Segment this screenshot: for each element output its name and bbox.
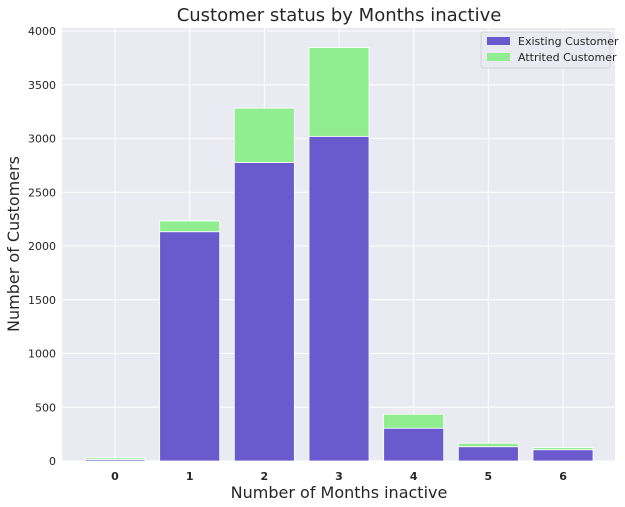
- x-tick-label: 4: [410, 470, 418, 483]
- y-tick-label: 3500: [28, 79, 56, 92]
- y-axis-label: Number of Customers: [4, 156, 23, 332]
- legend-swatch-existing: [487, 37, 510, 45]
- bar-existing-customer: [308, 135, 370, 462]
- x-tick-label: 0: [111, 470, 119, 483]
- x-tick-label: 1: [186, 470, 194, 483]
- x-tick-label: 6: [559, 470, 567, 483]
- legend: Existing Customer Attrited Customer: [480, 31, 619, 69]
- y-tick-label: 2500: [28, 186, 56, 199]
- x-axis-label: Number of Months inactive: [231, 483, 448, 502]
- bar-attrited-customer: [159, 220, 221, 233]
- y-tick-label: 500: [35, 401, 56, 414]
- bar-attrited-customer: [457, 442, 519, 448]
- bar-attrited-customer: [84, 457, 146, 460]
- y-tick-label: 3000: [28, 133, 56, 146]
- y-tick-label: 1500: [28, 294, 56, 307]
- bars: [84, 47, 594, 462]
- legend-swatch-attrited: [487, 53, 510, 61]
- bar-attrited-customer: [383, 413, 445, 429]
- bar-attrited-customer: [308, 47, 370, 137]
- x-tick-label: 3: [335, 470, 343, 483]
- y-tick-label: 0: [49, 455, 56, 468]
- bar-existing-customer: [532, 449, 594, 462]
- legend-box: [480, 31, 611, 69]
- legend-label-existing: Existing Customer: [518, 35, 619, 48]
- bar-existing-customer: [383, 427, 445, 462]
- legend-label-attrited: Attrited Customer: [518, 51, 617, 64]
- bar-existing-customer: [233, 162, 295, 462]
- bar-attrited-customer: [532, 447, 594, 451]
- y-tick-label: 1000: [28, 348, 56, 361]
- x-axis-ticks: 0 1 2 3 4 5 6: [111, 470, 567, 483]
- chart-title: Customer status by Months inactive: [177, 5, 502, 26]
- y-axis-ticks: 0 500 1000 1500 2000 2500 3000 3500 4000: [28, 25, 56, 468]
- bar-existing-customer: [457, 446, 519, 462]
- y-tick-label: 2000: [28, 240, 56, 253]
- x-tick-label: 5: [485, 470, 493, 483]
- y-tick-label: 4000: [28, 25, 56, 38]
- bar-existing-customer: [159, 231, 221, 462]
- x-tick-label: 2: [261, 470, 269, 483]
- bar-attrited-customer: [233, 107, 295, 163]
